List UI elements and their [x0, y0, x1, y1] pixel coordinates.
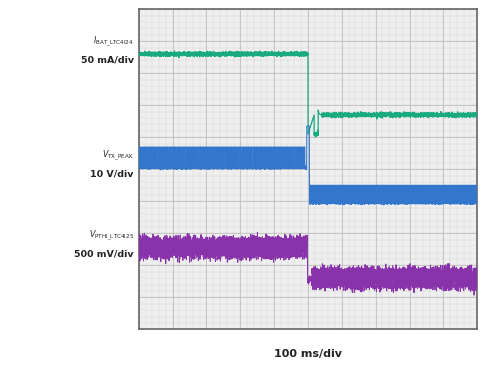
Text: $I_{\mathregular{BAT\_LTC4I24}}$: $I_{\mathregular{BAT\_LTC4I24}}$ [93, 35, 134, 49]
Text: $V_{\mathregular{PTHI\_LTC4I25}}$: $V_{\mathregular{PTHI\_LTC4I25}}$ [89, 228, 134, 243]
Text: 100 ms/div: 100 ms/div [274, 350, 342, 359]
Text: 500 mV/div: 500 mV/div [75, 250, 134, 258]
Text: 10 V/div: 10 V/div [91, 169, 134, 179]
Text: $V_{\mathregular{TX\_PEAK}}$: $V_{\mathregular{TX\_PEAK}}$ [102, 149, 134, 163]
Text: 50 mA/div: 50 mA/div [81, 56, 134, 65]
